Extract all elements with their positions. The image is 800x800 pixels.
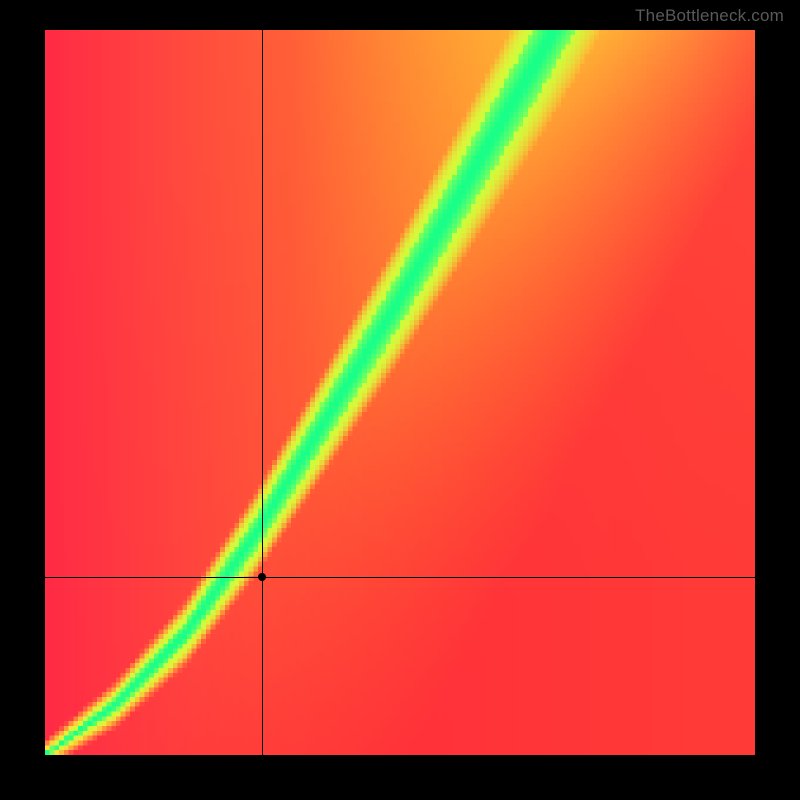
marker-dot xyxy=(258,573,266,581)
crosshair-vertical xyxy=(262,30,263,755)
heatmap-plot xyxy=(45,30,755,755)
watermark-text: TheBottleneck.com xyxy=(635,6,784,26)
heatmap-canvas xyxy=(45,30,755,755)
crosshair-horizontal xyxy=(45,577,755,578)
